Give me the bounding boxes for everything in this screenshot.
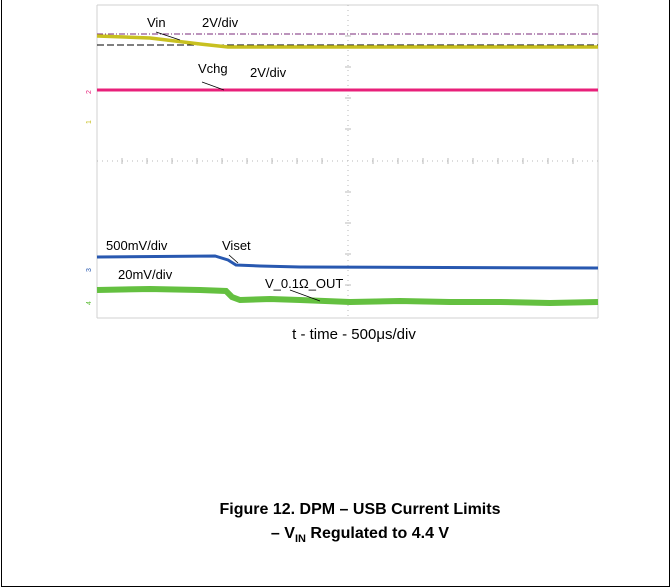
figure-caption: Figure 12. DPM – USB Current Limits – VI…: [150, 498, 570, 551]
vchg-label: Vchg: [198, 61, 228, 76]
viset-trace: [96, 254, 599, 270]
figure-caption-line1: Figure 12. DPM – USB Current Limits: [219, 501, 501, 518]
vout-label: V_0.1Ω_OUT: [265, 276, 343, 291]
channel-3-marker: 3: [86, 268, 93, 272]
channel-1-marker: 1: [86, 120, 93, 124]
vchg-scale: 2V/div: [250, 65, 287, 80]
vin-trace: [96, 34, 598, 49]
time-axis-unit: μs/div: [376, 326, 416, 343]
vout-trace: [96, 285, 599, 307]
time-axis-caption: t - time - 500μs/div: [254, 326, 454, 343]
oscilloscope-screenshot: 1 2 3 4 Vin 2V/div Vchg 2V/div 500mV/div…: [86, 4, 599, 319]
vin-label: Vin: [147, 15, 166, 30]
channel-2-marker: 2: [86, 90, 93, 94]
time-axis-prefix: t - time - 500: [292, 326, 377, 343]
figure-caption-line2: – VIN Regulated to 4.4 V: [270, 525, 450, 546]
viset-scale: 500mV/div: [106, 238, 168, 253]
channel-4-marker: 4: [86, 301, 93, 305]
graticule-ticks: [121, 35, 574, 286]
viset-label: Viset: [222, 238, 251, 253]
vin-scale: 2V/div: [202, 15, 239, 30]
annotation-leaders: [155, 31, 321, 302]
vout-scale: 20mV/div: [118, 267, 173, 282]
